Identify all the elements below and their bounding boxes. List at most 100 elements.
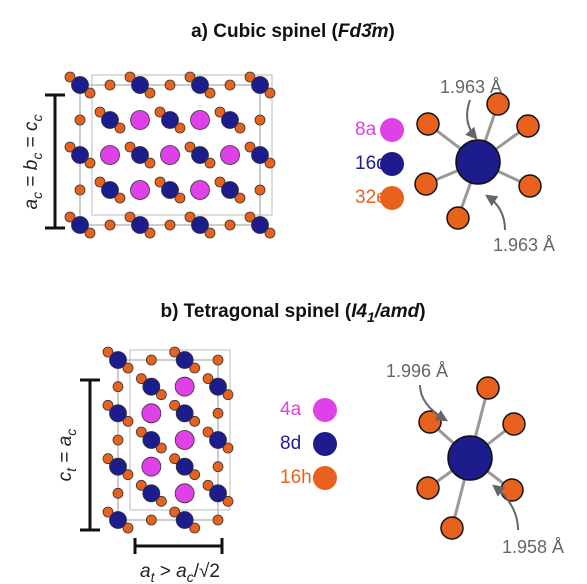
text-segment: = [21,170,42,192]
legend-marker [313,398,337,422]
atom [447,435,493,481]
atom [64,141,76,153]
atom [141,456,162,477]
atom [221,181,239,199]
text-segment: b [21,160,42,171]
atom [124,71,136,83]
atom [169,399,181,411]
panel-b-title: b) Tetragonal spinel (I41/amd) [160,301,425,325]
atom [154,106,166,118]
atom [102,453,114,465]
atom [160,145,180,165]
legend-label: 32e [355,187,387,208]
atom [64,211,76,223]
atom [244,141,256,153]
atom [191,76,209,94]
atom [191,146,209,164]
atom [109,351,127,369]
text-segment: t [63,467,79,472]
atom [189,362,201,374]
text-segment: b) Tetragonal spinel ( [160,301,351,322]
atom [414,172,438,196]
atom [221,111,239,129]
atom [189,469,201,481]
atom [212,514,224,526]
atom [112,381,124,393]
atom [204,227,216,239]
atom [74,184,86,196]
legend: 4a 8d 16h [280,398,337,490]
atom [209,377,227,396]
atom [135,479,147,491]
atom [476,376,500,400]
atom [145,514,157,526]
atom [101,111,119,129]
crystal-structure [102,346,234,534]
text-segment: a [55,436,76,447]
atom [104,79,116,91]
atom [224,219,236,231]
atom [142,377,161,396]
atom [141,403,162,424]
legend-label: 8a [355,119,377,140]
atom [202,426,214,438]
text-segment: a [140,561,151,582]
text-segment: > [154,561,176,582]
atom [169,346,181,358]
atom [254,114,266,126]
lattice-label: at > ac/√2 [140,561,220,584]
atom [204,87,216,99]
octahedron [414,92,542,230]
atom [84,157,96,169]
arrow [465,99,478,140]
atom [212,354,224,366]
atom [251,76,269,94]
text-segment: = [21,131,42,153]
atom [84,87,96,99]
legend-label: 4a [280,399,302,420]
atom [440,516,464,540]
atom [164,79,176,91]
atom [516,114,540,138]
atom [184,211,196,223]
atom [109,457,127,476]
atom [264,87,276,99]
text-segment: /√2 [194,561,220,582]
atom [144,157,156,169]
atom [122,469,134,481]
atom [455,139,501,185]
atom [122,362,134,374]
atom [131,146,149,164]
arrow [485,194,506,231]
atom [71,146,89,164]
atom [244,71,256,83]
atom [101,181,119,199]
text-segment: t [151,569,156,584]
atom [131,216,149,234]
atom [164,219,176,231]
atom [64,71,76,83]
atom [109,511,127,529]
arrow [419,384,449,422]
bond-label: 1.996 Å [386,361,448,381]
bond-label: 1.963 Å [493,235,555,255]
atom [502,412,526,436]
atom [212,407,224,419]
atom [104,219,116,231]
atom [212,461,224,473]
atom [251,216,269,234]
atom [222,442,234,454]
atom [122,415,134,427]
unit-cell [91,74,273,216]
atom [184,141,196,153]
atom [175,351,194,369]
text-segment: c [29,115,45,122]
atom [161,181,179,199]
text-segment: a [21,199,42,210]
atom [114,192,126,204]
legend-marker [380,186,404,210]
bond-label: 1.958 Å [502,537,564,557]
atom [71,76,89,94]
atom [184,71,196,83]
